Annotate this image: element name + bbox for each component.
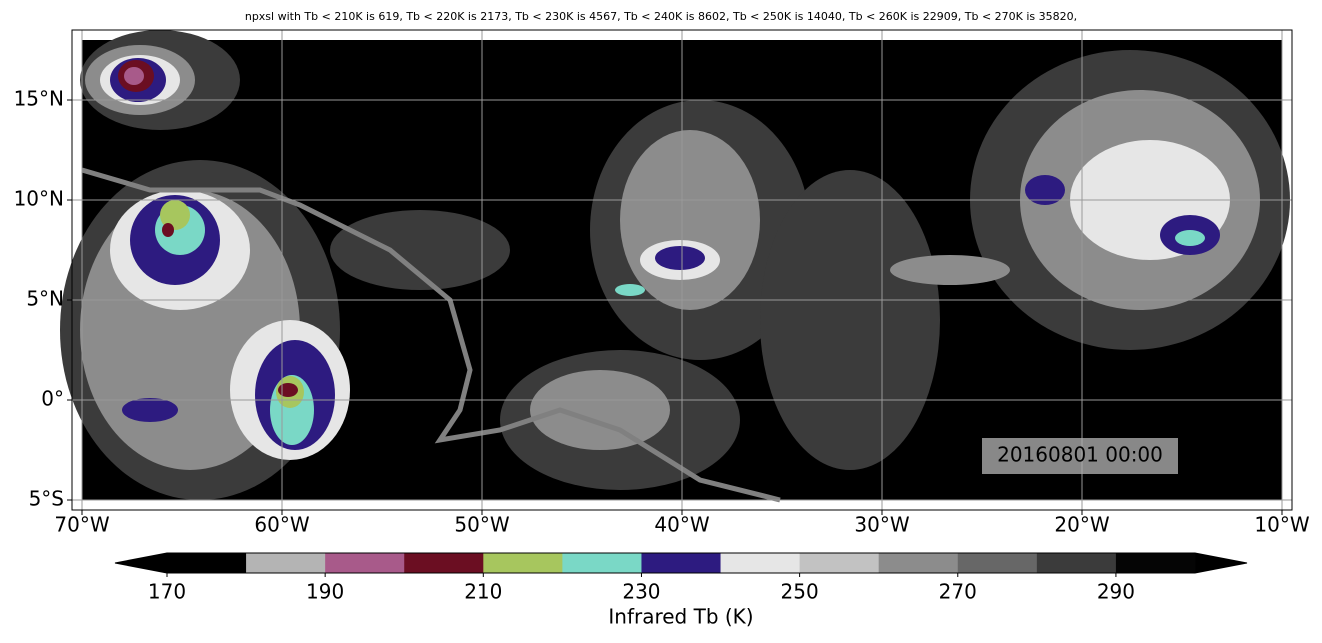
y-tick-label: 5°S (29, 487, 64, 511)
x-tick-label: 60°W (254, 513, 309, 537)
colorbar-label: Infrared Tb (K) (608, 605, 753, 629)
annotation: 20160801 00:00 (997, 443, 1163, 467)
y-tick-label: 0° (41, 387, 64, 411)
x-tick-label: 20°W (1054, 513, 1109, 537)
title: npxsl with Tb < 210K is 619, Tb < 220K i… (245, 10, 1077, 23)
colorbar-bin (246, 553, 326, 573)
cloud-layer (124, 67, 144, 85)
colorbar-bin (562, 553, 642, 573)
annotation-box (982, 438, 1178, 474)
colorbar-bin (1115, 553, 1196, 573)
colorbar-tick-label: 230 (622, 580, 660, 604)
colorbar-extend-max (1195, 553, 1247, 573)
colorbar-bin (957, 553, 1038, 573)
x-tick-label: 70°W (54, 513, 109, 537)
colorbar-bin (1036, 553, 1117, 573)
coastline (81, 167, 781, 503)
colorbar-bin (878, 553, 959, 573)
colorbar-tick-label: 250 (781, 580, 819, 604)
x-tick-label: 50°W (454, 513, 509, 537)
colorbar-tick-label: 190 (306, 580, 344, 604)
colorbar-tick-label: 170 (148, 580, 186, 604)
colorbar-bin (799, 553, 880, 573)
colorbar-extend-min (115, 553, 167, 573)
x-tick-label: 10°W (1254, 513, 1309, 537)
y-tick-label: 15°N (14, 87, 64, 111)
colorbar-bin (167, 553, 247, 573)
colorbar: 170 190 210 230 250 270 290 (114, 552, 1248, 604)
colorbar-tick-label: 270 (939, 580, 977, 604)
colorbar-bin (325, 553, 405, 573)
colorbar-outline (114, 552, 1248, 574)
axes: 70°W 60°W 50°W 40°W 30°W 20°W 10°W 5°S 0° 5°N 10°N… (14, 30, 1310, 537)
colorbar-bin (720, 553, 801, 573)
axes-frame (71, 29, 1293, 511)
y-tick-label: 5°N (26, 287, 64, 311)
colorbar-bin (483, 553, 563, 573)
x-tick-label: 30°W (854, 513, 909, 537)
colorbar-tick-label: 210 (464, 580, 502, 604)
y-tick-label: 10°N (14, 187, 64, 211)
colorbar-tick-label: 290 (1097, 580, 1135, 604)
colorbar-bin (404, 553, 484, 573)
x-tick-label: 40°W (654, 513, 709, 537)
colorbar-bin (641, 553, 722, 573)
